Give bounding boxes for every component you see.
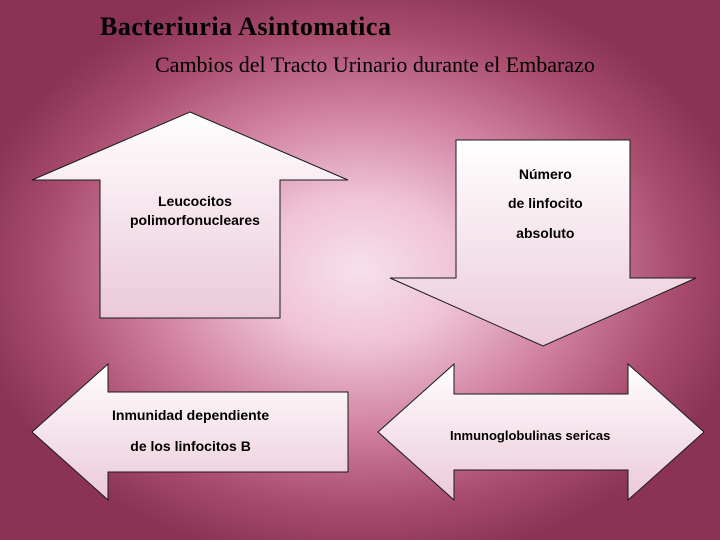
up-arrow-label: Leucocitos polimorfonucleares xyxy=(130,192,260,230)
page-title: Bacteriuria Asintomatica xyxy=(100,12,391,42)
left-arrow-label: Inmunidad dependiente de los linfocitos … xyxy=(112,400,269,462)
page-subtitle: Cambios del Tracto Urinario durante el E… xyxy=(155,52,595,78)
double-arrow-label: Inmunoglobulinas sericas xyxy=(450,427,610,445)
down-arrow-label: Número de linfocito absoluto xyxy=(508,160,583,248)
